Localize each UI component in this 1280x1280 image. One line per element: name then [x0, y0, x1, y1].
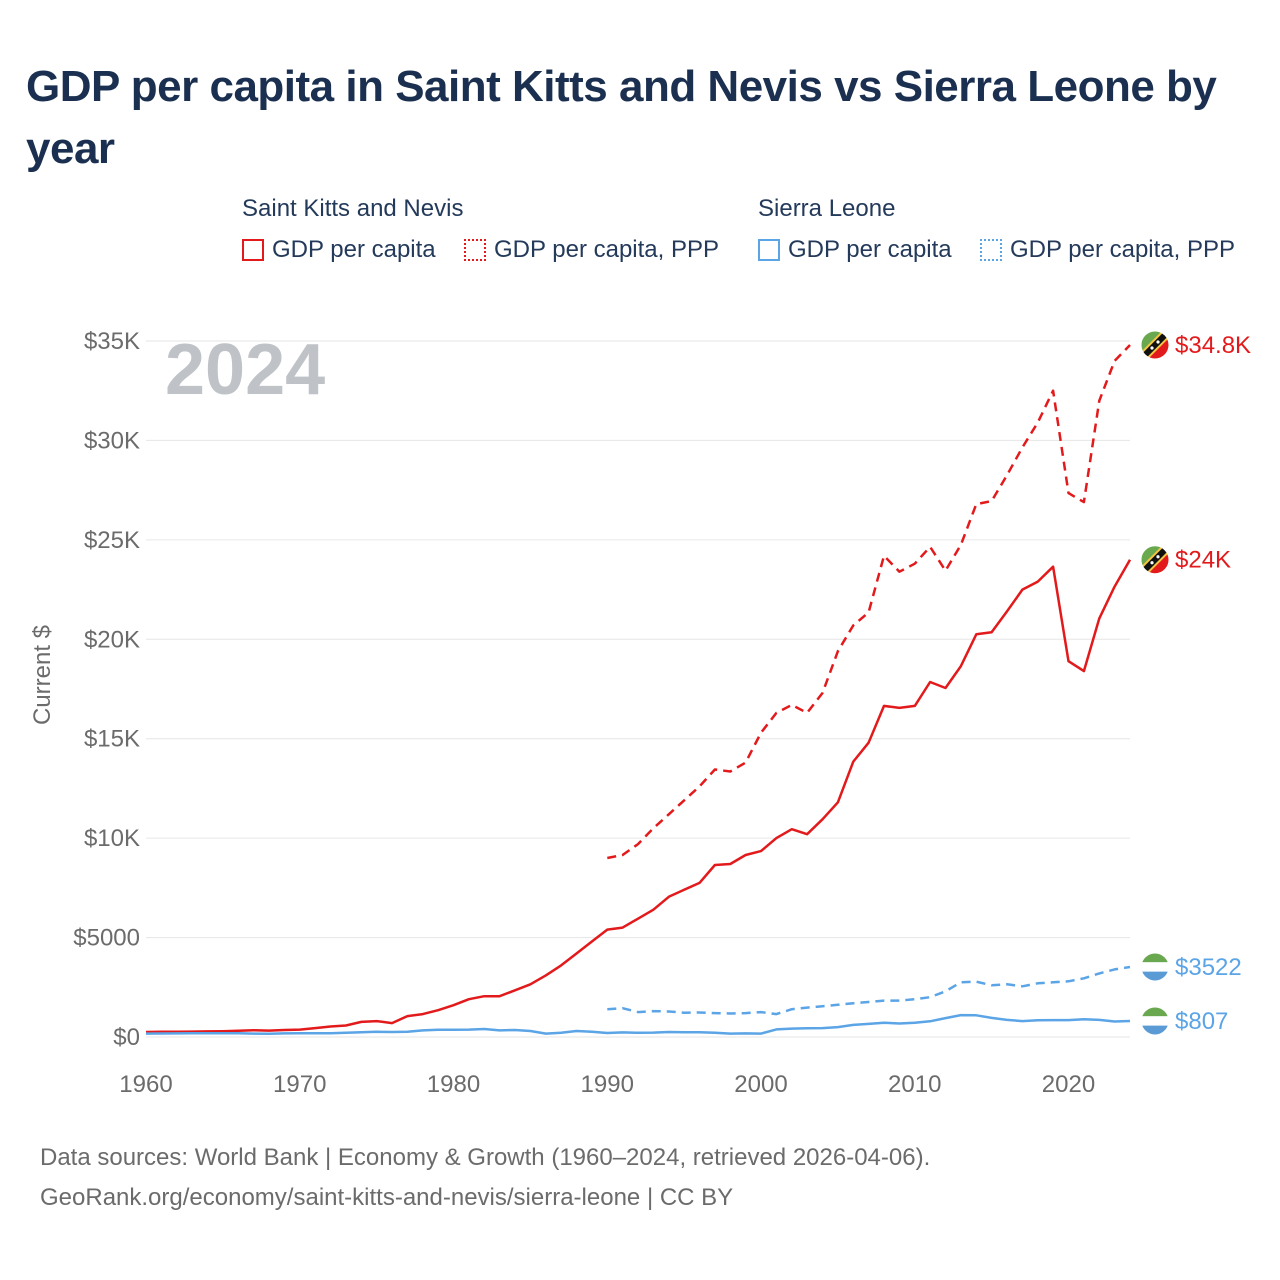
legend-group-saint-kitts-and-nevis: Saint Kitts and Nevis	[242, 195, 464, 222]
legend-swatch-dotted-icon	[464, 239, 486, 261]
legend-item-label: GDP per capita, PPP	[494, 236, 719, 263]
end-value-label: $3522	[1175, 954, 1242, 981]
x-tick-label: 1980	[427, 1071, 480, 1098]
series-line-3[interactable]	[607, 965, 1131, 1016]
legend-item-skn-gdp-ppp[interactable]: GDP per capita, PPP	[464, 236, 719, 264]
saint-kitts-and-nevis-flag-icon	[1140, 330, 1170, 360]
legend-swatch-solid-icon	[758, 239, 780, 261]
y-tick-label: $25K	[84, 527, 140, 554]
y-axis: $0 $5000 $10K $15K $20K $25K $30K $35K	[73, 328, 140, 1051]
x-tick-label: 2020	[1042, 1071, 1095, 1098]
legend-swatch-dotted-icon	[980, 239, 1002, 261]
series-group	[145, 344, 1132, 1036]
legend-swatch-solid-icon	[242, 239, 264, 261]
legend-item-sl-gdp[interactable]: GDP per capita	[758, 236, 952, 264]
source-line-2[interactable]: GeoRank.org/economy/saint-kitts-and-nevi…	[40, 1184, 734, 1211]
y-tick-label: $15K	[84, 726, 140, 753]
y-tick-label: $10K	[84, 825, 140, 852]
y-tick-label: $0	[113, 1024, 140, 1051]
series-line-0[interactable]	[145, 559, 1132, 1034]
x-tick-label: 1960	[119, 1071, 172, 1098]
source-line-1: Data sources: World Bank | Economy & Gro…	[40, 1144, 931, 1171]
sierra-leone-flag-icon	[1140, 952, 1170, 982]
end-value-label: $807	[1175, 1008, 1228, 1035]
x-axis: 1960 1970 1980 1990 2000 2010 2020	[119, 1071, 1095, 1098]
year-watermark: 2024	[165, 330, 325, 410]
end-value-label: $34.8K	[1175, 332, 1251, 359]
saint-kitts-and-nevis-flag-icon	[1140, 545, 1170, 575]
legend-item-label: GDP per capita	[788, 236, 952, 263]
data-source: Data sources: World Bank | Economy & Gro…	[40, 1138, 930, 1218]
chart-title: GDP per capita in Saint Kitts and Nevis …	[26, 62, 1217, 173]
y-axis-label: Current $	[29, 625, 56, 725]
legend-item-sl-gdp-ppp[interactable]: GDP per capita, PPP	[980, 236, 1235, 264]
series-line-2[interactable]	[145, 1013, 1131, 1036]
x-tick-label: 1990	[581, 1071, 634, 1098]
y-tick-label: $30K	[84, 427, 140, 454]
y-tick-label: $5000	[73, 925, 140, 952]
grid	[146, 340, 1130, 1038]
legend-group-sierra-leone: Sierra Leone	[758, 195, 896, 222]
x-tick-label: 1970	[273, 1071, 326, 1098]
end-value-label: $24K	[1175, 547, 1231, 574]
end-labels: $24K $34.8K $807 $3522	[1140, 330, 1251, 1036]
y-tick-label: $20K	[84, 626, 140, 653]
legend-item-label: GDP per capita	[272, 236, 436, 263]
x-tick-label: 2000	[734, 1071, 787, 1098]
legend-item-label: GDP per capita, PPP	[1010, 236, 1235, 263]
line-chart: 2024 $0 $5000 $10K $15K $20K $25K $30K $35K 196…	[29, 328, 1251, 1098]
legend-item-skn-gdp[interactable]: GDP per capita	[242, 236, 436, 264]
x-tick-label: 2010	[888, 1071, 941, 1098]
y-tick-label: $35K	[84, 328, 140, 355]
series-line-1[interactable]	[607, 344, 1131, 860]
sierra-leone-flag-icon	[1140, 1006, 1170, 1036]
